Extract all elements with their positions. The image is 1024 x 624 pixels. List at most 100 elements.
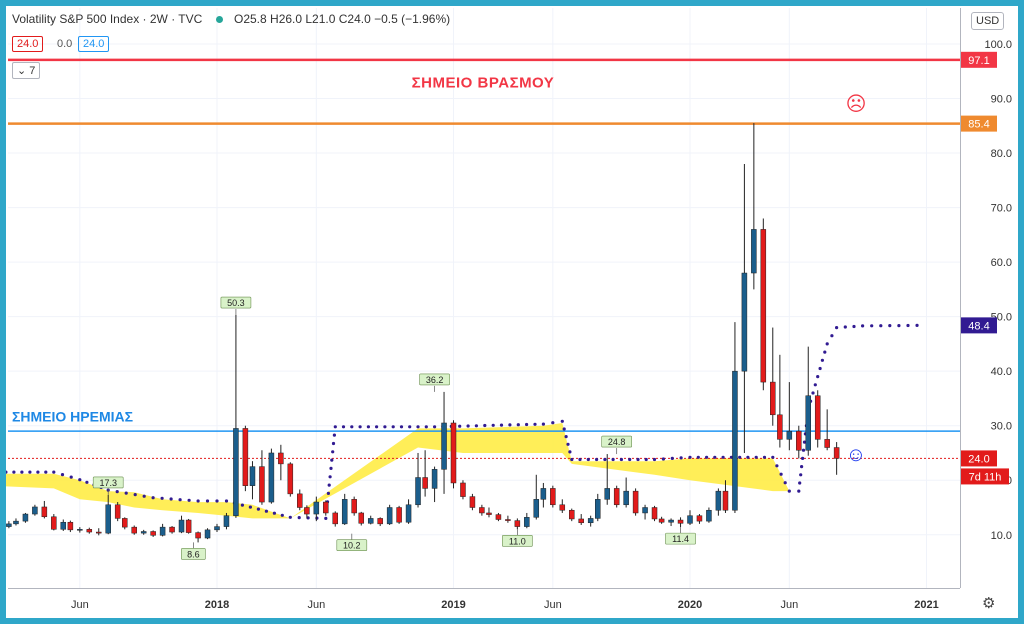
- signal-dot: [835, 326, 839, 330]
- signal-dot: [870, 324, 874, 328]
- candle-body: [323, 501, 329, 514]
- candle-body: [460, 482, 466, 497]
- signal-dot: [350, 425, 354, 429]
- signal-dot: [801, 456, 805, 460]
- candle-body: [706, 509, 712, 522]
- candle-body: [833, 447, 840, 459]
- signal-dot: [798, 481, 802, 485]
- signal-dot: [240, 503, 244, 507]
- signal-dot: [329, 466, 333, 470]
- indicator-value-b: 0.0: [57, 38, 73, 50]
- signal-dot: [797, 489, 801, 493]
- peak-label-box: [419, 373, 450, 386]
- ohlc-values: O25.8 H26.0 L21.0 C24.0 −0.5 (−1.96%): [234, 12, 451, 26]
- boil-price-box: [961, 51, 997, 68]
- top-price-box: [961, 115, 997, 132]
- candle-body: [677, 519, 684, 524]
- signal-dot: [160, 496, 164, 500]
- signal-dot: [499, 423, 504, 427]
- signal-dot: [327, 483, 331, 487]
- signal-dot: [383, 425, 387, 429]
- candle-body: [741, 272, 748, 372]
- signal-dot: [879, 324, 883, 328]
- signal-dot: [551, 421, 555, 425]
- candle-body: [386, 507, 393, 525]
- peak-label-box: [601, 435, 632, 448]
- signal-dot: [843, 325, 847, 329]
- candle-body: [623, 490, 629, 506]
- candle-body: [450, 422, 457, 484]
- time-tick-label: Jun: [71, 599, 89, 611]
- last-price-box: [961, 450, 997, 467]
- candle-body: [140, 531, 147, 534]
- signal-dot: [861, 324, 865, 328]
- signal-dot: [142, 494, 146, 498]
- candle-body: [313, 501, 320, 515]
- signal-dot: [491, 423, 495, 427]
- signal-dot: [196, 499, 200, 503]
- peak-label: 8.6: [187, 549, 200, 559]
- candle-body: [415, 477, 421, 506]
- peak-label: 17.3: [99, 478, 117, 488]
- candle-body: [195, 532, 201, 539]
- candle-body: [41, 506, 48, 518]
- candle-body: [540, 488, 547, 500]
- candle-body: [22, 513, 29, 522]
- signal-dot: [315, 516, 319, 520]
- last-price-label: 24.0: [968, 453, 989, 465]
- peak-label: 24.8: [608, 437, 626, 447]
- signal-dot: [670, 456, 674, 460]
- signal-dot: [408, 425, 412, 429]
- price-tick-label: 70.0: [991, 203, 1012, 215]
- signal-dot: [28, 470, 32, 474]
- candle-body: [533, 499, 540, 518]
- time-tick-label: 2020: [678, 599, 702, 611]
- signal-dot: [562, 427, 566, 431]
- signal-dot: [433, 425, 437, 429]
- signal-dot: [458, 424, 462, 428]
- candle-body: [249, 466, 256, 486]
- signal-dot: [705, 455, 709, 459]
- symbol-title[interactable]: Volatility S&P 500 Index · 2W · TVC: [12, 12, 203, 26]
- candle-body: [805, 395, 811, 451]
- signal-dot: [696, 455, 700, 459]
- candle-body: [86, 529, 93, 533]
- gear-icon[interactable]: ⚙: [982, 595, 996, 612]
- signal-dot: [483, 423, 487, 428]
- signal-dot: [20, 470, 24, 474]
- signal-price-label: 48.4: [968, 320, 989, 332]
- signal-dot: [375, 425, 379, 429]
- candle-body: [732, 370, 738, 511]
- signal-dot: [636, 457, 640, 462]
- signal-dot: [331, 450, 335, 454]
- candle-body: [242, 428, 249, 486]
- signal-dot: [205, 499, 210, 503]
- candle-body: [786, 430, 793, 440]
- countdown-box: [961, 468, 1009, 485]
- price-tick-label: 30.0: [991, 421, 1012, 433]
- signal-dot: [12, 470, 16, 474]
- peak-label: 10.2: [343, 541, 361, 551]
- candle-body: [178, 519, 185, 533]
- candle-body: [358, 512, 365, 524]
- candle-body: [278, 452, 284, 465]
- candle-body: [396, 507, 402, 523]
- candle-body: [377, 518, 383, 525]
- candle-body: [632, 490, 639, 514]
- boil-point-label: ΣΗΜΕΙΟ ΒΡΑΣΜΟΥ: [412, 75, 555, 92]
- signal-dot: [586, 457, 590, 462]
- price-axis[interactable]: [960, 8, 1019, 588]
- indicators-collapse-button[interactable]: ⌄ 7: [12, 62, 41, 79]
- peak-label-box: [502, 535, 533, 547]
- time-axis[interactable]: [8, 588, 960, 617]
- currency-button[interactable]: USD: [971, 12, 1005, 30]
- price-tick-label: 90.0: [991, 94, 1012, 106]
- peak-label-box: [92, 476, 124, 489]
- price-tick-label: 10.0: [991, 530, 1012, 542]
- ichimoku-cloud: [0, 423, 790, 519]
- candle-body: [223, 515, 230, 527]
- candle-body: [559, 504, 566, 511]
- signal-dot: [619, 457, 624, 462]
- candle-body: [332, 512, 338, 525]
- candle-body: [60, 521, 67, 530]
